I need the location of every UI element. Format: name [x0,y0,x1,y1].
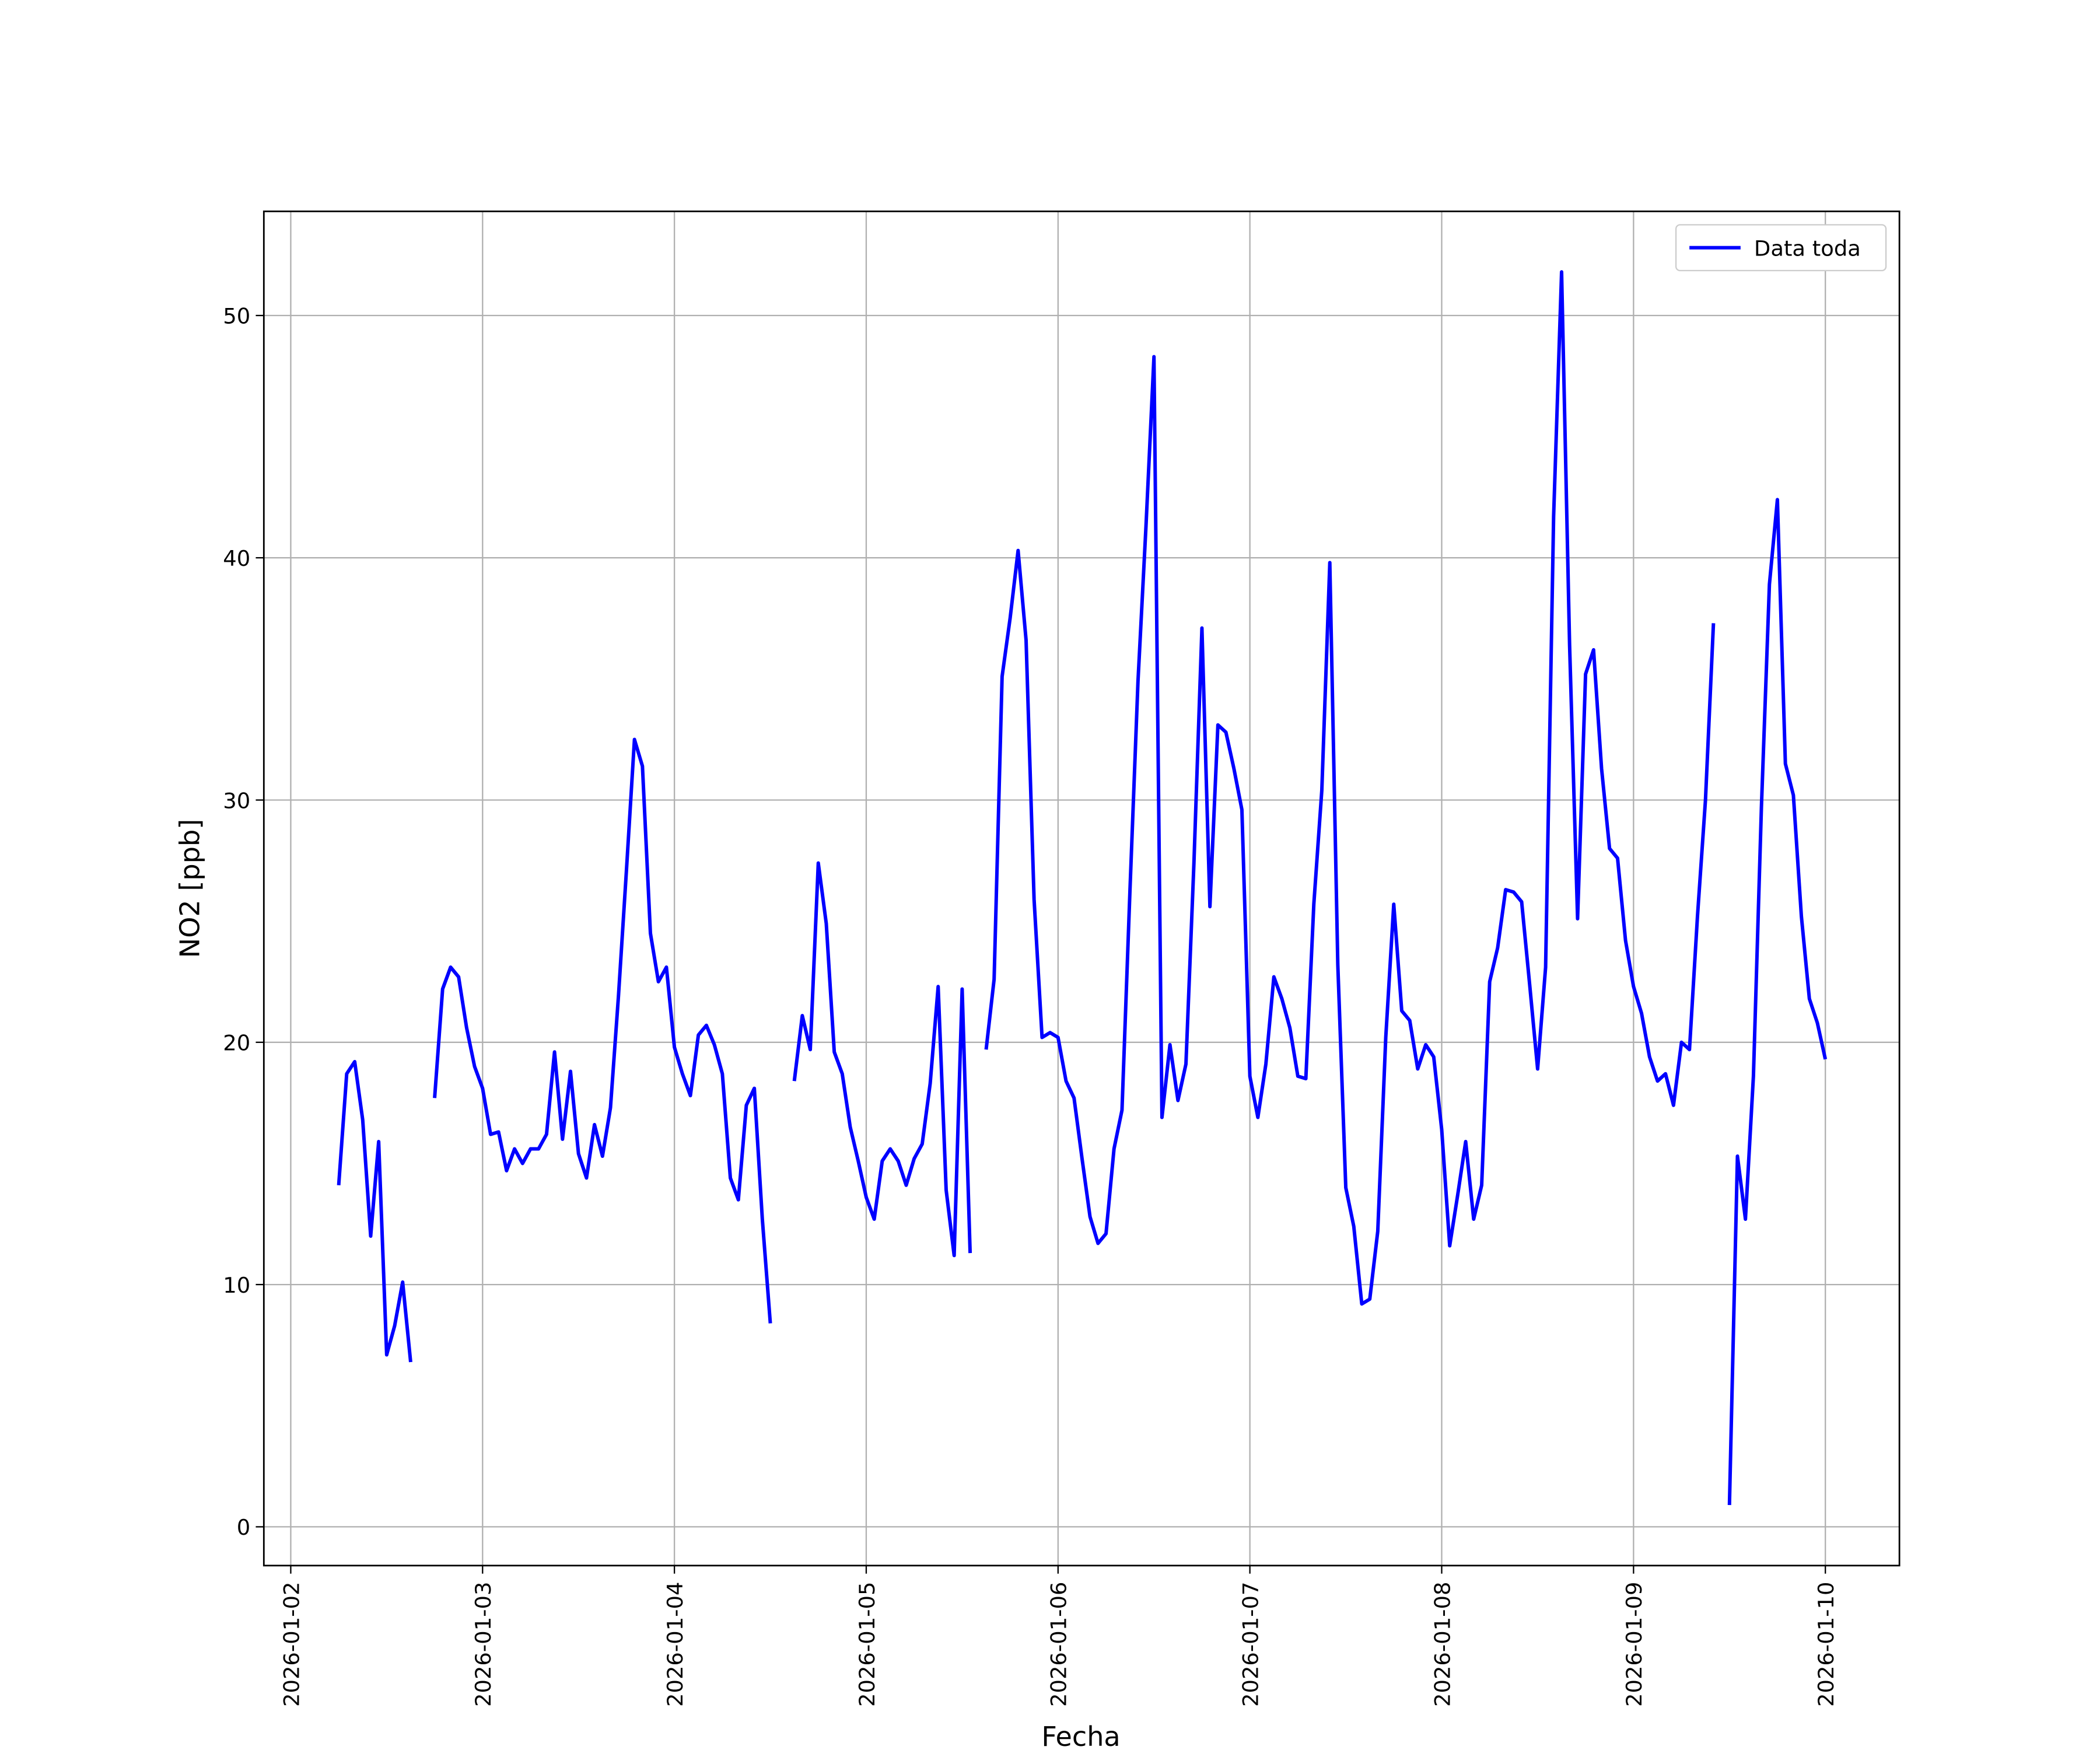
data-line [337,270,1828,1506]
legend-box [1675,224,1887,271]
x-tick-label: 2026-01-10 [1814,1582,1839,1707]
ticks: 0 10 20 30 40 50 2026-01-02 2026-01-03 2026-01-0… [223,304,1839,1707]
x-tick-label: 2026-01-08 [1430,1582,1455,1707]
x-tick-label: 2026-01-07 [1238,1582,1263,1707]
y-axis-label: NO2 [ppb] [174,819,206,958]
legend: Data toda [1675,224,1887,271]
x-axis-label: Fecha [1041,1721,1120,1750]
x-tick-label: 2026-01-02 [279,1582,304,1707]
x-tick-label: 2026-01-09 [1622,1582,1647,1707]
x-tick-label: 2026-01-06 [1046,1582,1072,1707]
legend-label: Data toda [1754,236,1861,261]
plot-area [337,270,1828,1506]
x-tick-label: 2026-01-03 [471,1582,496,1707]
axes-frame [262,210,1901,1567]
y-tick-label: 10 [223,1273,250,1298]
x-tick-label: 2026-01-04 [663,1582,688,1707]
y-tick-label: 20 [223,1031,250,1056]
grid [264,211,1900,1566]
y-tick-label: 50 [223,304,250,329]
y-tick-label: 40 [223,546,250,571]
y-tick-label: 30 [223,788,250,813]
x-tick-label: 2026-01-05 [855,1582,880,1707]
y-tick-label: 0 [237,1515,250,1540]
